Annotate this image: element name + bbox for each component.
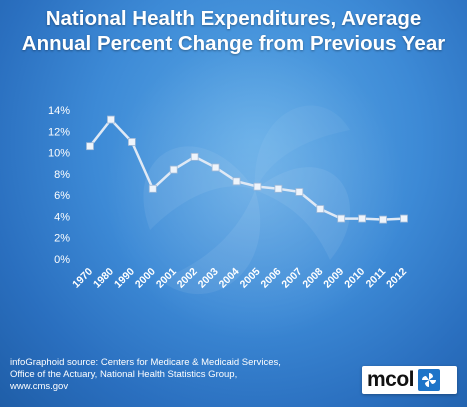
x-tick-label: 2005 bbox=[238, 266, 263, 291]
y-tick-label: 14% bbox=[48, 105, 70, 117]
data-point bbox=[274, 184, 283, 193]
x-tick-label: 2011 bbox=[364, 266, 389, 291]
data-point bbox=[379, 215, 387, 224]
y-tick-label: 6% bbox=[54, 190, 70, 202]
x-tick-label: 2010 bbox=[342, 266, 367, 291]
y-tick-label: 10% bbox=[48, 148, 70, 160]
mcol-logo: mcol bbox=[362, 366, 457, 394]
data-point bbox=[169, 165, 178, 174]
data-point bbox=[232, 177, 241, 186]
data-point bbox=[337, 214, 346, 223]
pinwheel-icon bbox=[418, 369, 441, 391]
y-tick-label: 0% bbox=[54, 254, 70, 266]
x-tick-label: 2009 bbox=[321, 266, 346, 291]
x-tick-label: 2004 bbox=[217, 266, 242, 291]
x-tick-label: 2008 bbox=[300, 266, 325, 291]
x-tick-label: 2012 bbox=[384, 266, 409, 291]
x-tick-label: 2007 bbox=[279, 266, 304, 291]
data-point bbox=[253, 182, 262, 191]
x-tick-label: 2001 bbox=[154, 266, 179, 291]
data-point bbox=[107, 115, 115, 124]
y-tick-label: 4% bbox=[54, 211, 70, 223]
y-tick-label: 8% bbox=[54, 169, 70, 181]
series-line bbox=[89, 118, 405, 221]
x-tick-label: 1980 bbox=[91, 266, 116, 291]
logo-text: mcol bbox=[367, 368, 415, 391]
x-tick-label: 2002 bbox=[175, 266, 200, 291]
data-point bbox=[190, 152, 199, 161]
y-tick-label: 2% bbox=[54, 233, 70, 245]
source-note: infoGraphoid source: Centers for Medicar… bbox=[10, 357, 340, 393]
chart-title-line-2: Annual Percent Change from Previous Year bbox=[21, 32, 446, 55]
data-point bbox=[127, 138, 136, 146]
data-point bbox=[211, 163, 220, 172]
y-tick-label: 12% bbox=[48, 126, 70, 138]
data-point bbox=[295, 188, 304, 196]
source-line-2: Office of the Actuary, National Health S… bbox=[10, 369, 238, 380]
source-line-1: infoGraphoid source: Centers for Medicar… bbox=[10, 357, 281, 368]
x-tick-label: 2003 bbox=[196, 266, 221, 291]
data-point bbox=[316, 205, 325, 213]
data-point bbox=[148, 184, 157, 193]
x-tick-label: 1970 bbox=[70, 266, 95, 291]
x-tick-label: 1990 bbox=[112, 266, 137, 291]
chart-title-line-1: National Health Expenditures, Average bbox=[45, 7, 422, 30]
data-point bbox=[358, 214, 367, 223]
chart-title: National Health Expenditures, Average An… bbox=[0, 6, 467, 56]
data-point bbox=[86, 142, 94, 151]
data-point bbox=[400, 214, 408, 223]
x-tick-label: 2006 bbox=[259, 266, 284, 291]
x-tick-label: 2000 bbox=[133, 266, 158, 291]
source-line-3: www.cms.gov bbox=[10, 381, 69, 392]
